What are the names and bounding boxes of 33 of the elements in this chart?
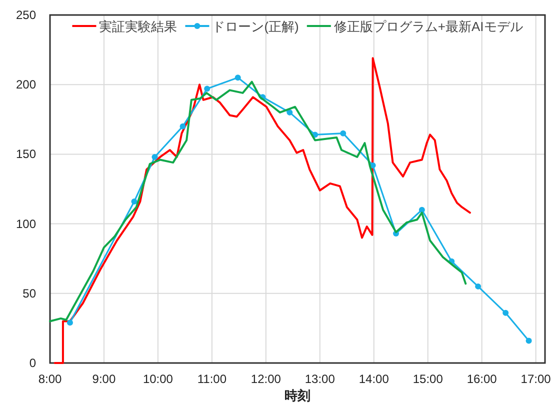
point	[418, 206, 425, 213]
y-tick-label: 0	[29, 356, 36, 370]
y-tick-label: 200	[16, 78, 36, 92]
y-tick-label: 100	[16, 216, 36, 231]
y-tick-label: 50	[22, 286, 36, 300]
y-tick-label: 150	[16, 147, 36, 162]
point	[152, 154, 158, 160]
legend-label: 実証実験結果	[99, 19, 178, 34]
x-tick-label: 8:00	[38, 372, 62, 386]
x-tick-label: 10:00	[142, 372, 174, 386]
x-tick-label: 15:00	[412, 372, 444, 386]
point	[180, 123, 186, 130]
x-tick-label: 16:00	[466, 372, 498, 386]
x-axis-title: 時刻	[284, 388, 310, 403]
x-tick-label: 11:00	[197, 372, 227, 386]
legend-label: ドローン(正解)	[212, 19, 299, 34]
x-tick-label: 13:00	[304, 372, 336, 386]
point	[234, 74, 241, 81]
point	[475, 283, 482, 290]
point	[66, 320, 73, 326]
x-tick-label: 12:00	[250, 372, 282, 386]
point	[286, 109, 293, 116]
point	[502, 310, 509, 316]
point	[526, 338, 532, 344]
y-tick-label: 250	[16, 8, 36, 22]
x-tick-label: 14:00	[358, 372, 390, 386]
point	[340, 130, 346, 136]
point	[131, 198, 138, 205]
x-tick-label: 9:00	[92, 372, 116, 386]
legend-label: 修正版プログラム+最新AIモデル	[334, 19, 523, 34]
point	[204, 86, 210, 92]
x-tick-label: 17:00	[520, 372, 552, 386]
line-series	[54, 57, 471, 364]
